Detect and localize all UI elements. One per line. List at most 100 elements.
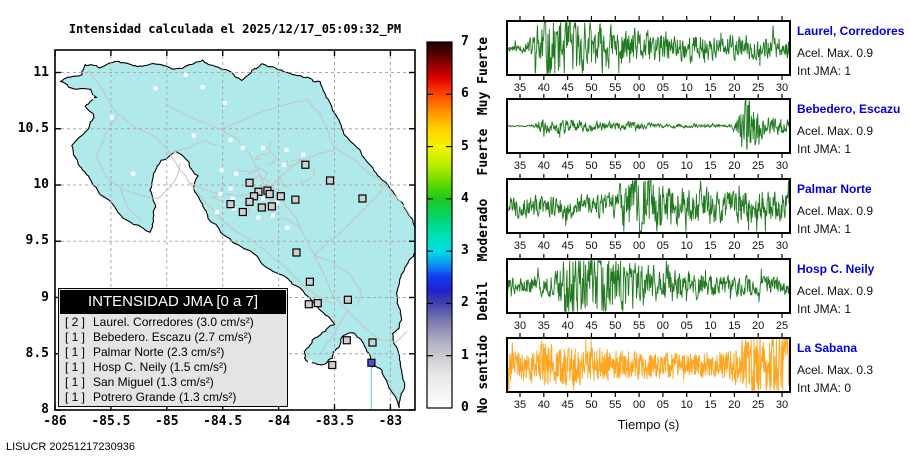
colorbar-ticks xyxy=(427,93,452,357)
station-marker xyxy=(215,210,220,214)
seismogram-tick-label: 35 xyxy=(513,82,527,94)
acel-max-label: Acel. Max. 0.9 xyxy=(797,204,874,218)
seismogram-tick-label: 25 xyxy=(775,320,789,332)
seismogram-tick-label: 50 xyxy=(609,320,622,332)
legend-item: [ 1 ] San Miguel (1.3 cm/s²) xyxy=(59,375,287,390)
station-marker xyxy=(218,192,223,196)
map-layer xyxy=(59,59,415,410)
legend-jma-value: [ 1 ] xyxy=(65,345,86,359)
station-markers xyxy=(89,72,377,388)
seismogram-tick-label: 05 xyxy=(656,240,670,252)
colorbar-tick-label: 2 xyxy=(461,295,469,311)
triggered-station-marker xyxy=(304,300,313,309)
int-jma-label: Int JMA: 0 xyxy=(797,381,852,395)
colorbar-gradient xyxy=(426,41,453,409)
costa-rica-landmass xyxy=(59,59,415,409)
triggered-station-marker xyxy=(325,176,335,185)
station-marker xyxy=(285,225,290,230)
seismogram-tick-label: 10 xyxy=(680,240,693,252)
triggered-station-marker xyxy=(328,360,337,370)
station-marker xyxy=(271,213,276,218)
seismogram-tick-label: 15 xyxy=(704,399,717,411)
acel-max-label: Acel. Max. 0.9 xyxy=(797,124,874,138)
seismogram-tick-label: 05 xyxy=(656,82,670,94)
seismogram-tick-label: 50 xyxy=(585,82,598,94)
seismogram-tick-label: 05 xyxy=(656,399,670,411)
station-marker xyxy=(231,206,236,211)
legend-item: [ 1 ] Potrero Grande (1.3 cm/s²) xyxy=(59,390,287,405)
seismogram-tick-label: 25 xyxy=(752,82,765,94)
station-marker xyxy=(338,383,343,388)
station-marker xyxy=(183,72,188,77)
legend-item: [ 1 ] Bebedero. Escazu (2.7 cm/s²) xyxy=(59,330,287,345)
seismogram-tick-label: 00 xyxy=(656,320,670,332)
legend-item: [ 1 ] Palmar Norte (2.3 cm/s²) xyxy=(59,345,287,360)
station-marker xyxy=(131,171,136,176)
seismogram-tick-label: 10 xyxy=(680,160,693,172)
triggered-station-marker xyxy=(368,338,377,347)
triggered-station-marker xyxy=(305,277,315,286)
legend-station-label: Laurel. Corredores (3.0 cm/s²) xyxy=(93,315,254,329)
seismogram-ticks xyxy=(519,254,783,318)
colorbar-tick-label: 6 xyxy=(461,86,469,102)
legend-item: [ 1 ] Hosp C. Neily (1.5 cm/s²) xyxy=(59,360,287,375)
legend-jma-value: [ 1 ] xyxy=(65,330,86,344)
station-name: Laurel, Corredores xyxy=(797,24,905,38)
seismogram-tick-label: 50 xyxy=(585,160,598,172)
seismogram-tick-label: 15 xyxy=(728,320,741,332)
seismogram-tick-label: 40 xyxy=(537,82,550,94)
legend-station-label: San Miguel (1.3 cm/s²) xyxy=(93,375,214,389)
triggered-station-marker xyxy=(245,197,254,206)
triggered-station-marker xyxy=(301,160,310,169)
triggered-station-marker xyxy=(343,295,353,304)
x-tick-label: -86 xyxy=(43,414,67,429)
station-marker xyxy=(178,185,183,190)
station-marker xyxy=(89,95,94,100)
int-jma-label: Int JMA: 1 xyxy=(797,64,852,78)
x-tick-label: -85.5 xyxy=(91,414,131,429)
seismogram-tick-label: 55 xyxy=(632,320,646,332)
station-marker xyxy=(260,145,265,150)
legend-jma-value: [ 1 ] xyxy=(65,360,86,374)
seismogram-tick-label: 40 xyxy=(537,160,550,172)
triggered-station-marker xyxy=(238,207,247,217)
intensity2-station-marker xyxy=(367,358,376,367)
seismogram-tick-label: 30 xyxy=(775,240,789,252)
waveform-trace xyxy=(508,339,789,391)
triggered-station-marker xyxy=(313,299,322,308)
triggered-station-marker xyxy=(265,189,274,199)
waveform-trace xyxy=(508,22,789,74)
triggered-station-marker xyxy=(254,187,263,196)
seismogram-tick-label: 50 xyxy=(585,240,598,252)
legend-station-label: Bebedero. Escazu (2.7 cm/s²) xyxy=(93,330,252,344)
seismogram-tick-label: 30 xyxy=(775,82,789,94)
seismogram-panel xyxy=(506,98,791,154)
station-marker xyxy=(222,100,227,105)
y-tick-label: 8.5 xyxy=(25,345,49,361)
acel-max-label: Acel. Max. 0.9 xyxy=(797,284,874,298)
triggered-station-marker xyxy=(267,202,276,211)
seismogram-tick-label: 45 xyxy=(585,320,598,332)
acel-max-label: Acel. Max. 0.9 xyxy=(797,46,874,60)
seismogram-tick-label: 00 xyxy=(632,399,646,411)
seismogram-tick-label: 05 xyxy=(656,160,670,172)
seismogram-tick-label: 20 xyxy=(728,82,741,94)
station-marker xyxy=(191,133,196,138)
station-marker xyxy=(234,171,239,176)
legend-station-label: Potrero Grande (1.3 cm/s²) xyxy=(93,390,237,404)
seismogram-tick-label: 45 xyxy=(561,160,574,172)
seismogram-tick-label: 35 xyxy=(513,160,527,172)
waveform-trace xyxy=(508,260,789,312)
seismogram-panel xyxy=(506,20,791,76)
seismogram-tick-label: 30 xyxy=(775,399,789,411)
acel-max-label: Acel. Max. 0.3 xyxy=(797,363,874,377)
station-marker xyxy=(228,186,233,191)
int-jma-label: Int JMA: 1 xyxy=(797,142,852,156)
x-tick-label: -85 xyxy=(155,414,179,429)
triggered-station-marker xyxy=(358,194,367,203)
time-axis-label: Tiempo (s) xyxy=(617,417,680,432)
station-marker xyxy=(301,152,306,157)
seismogram-tick-label: 45 xyxy=(561,82,574,94)
legend-items: [ 2 ] Laurel. Corredores (3.0 cm/s²)[ 1 ]… xyxy=(59,315,287,405)
